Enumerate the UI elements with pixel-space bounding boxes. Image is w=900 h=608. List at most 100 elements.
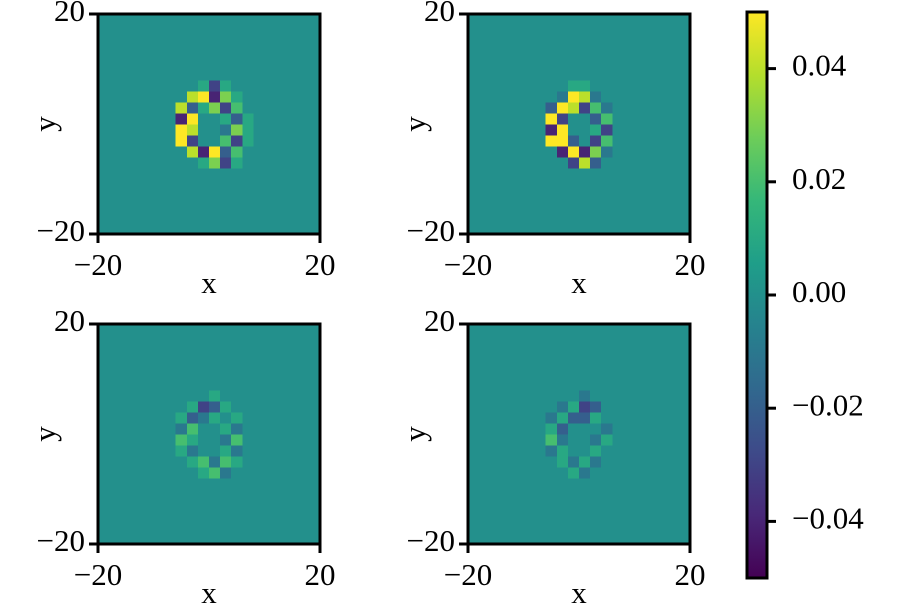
heatmap-cell: [209, 401, 221, 413]
y-axis-label: y: [27, 426, 62, 442]
heatmap-cell: [153, 113, 166, 125]
heatmap-cell: [220, 456, 232, 468]
heatmap-cell: [468, 445, 525, 457]
heatmap-cell: [153, 401, 166, 413]
heatmap-cell: [623, 69, 636, 81]
heatmap-cell: [567, 102, 580, 114]
heatmap-cell: [579, 80, 591, 92]
heatmap-cell: [601, 168, 613, 180]
heatmap-cell: [545, 146, 558, 158]
heatmap-cell: [153, 390, 166, 402]
heatmap-cell: [153, 124, 166, 136]
heatmap-cell: [556, 179, 569, 235]
heatmap-cell: [186, 489, 199, 545]
heatmap-cell: [601, 423, 613, 435]
heatmap-cell: [253, 467, 266, 479]
heatmap-cell: [556, 14, 569, 70]
heatmap-cell: [242, 478, 254, 490]
heatmap-cell: [612, 157, 624, 169]
heatmap-cell: [468, 14, 525, 70]
heatmap-cell: [590, 423, 602, 435]
heatmap-cell: [209, 124, 221, 136]
heatmap-cell: [197, 489, 210, 545]
heatmap-cell: [209, 179, 221, 235]
heatmap-cell: [567, 146, 580, 158]
heatmap-cell: [186, 445, 199, 457]
heatmap-cell: [197, 324, 210, 380]
heatmap-cell: [634, 423, 691, 435]
heatmap-cell: [601, 80, 613, 92]
heatmap-cell: [186, 379, 199, 391]
heatmap-cell: [612, 478, 624, 490]
heatmap-cell: [197, 456, 210, 468]
heatmap-cell: [590, 179, 602, 235]
heatmap-cell: [175, 324, 188, 380]
heatmap-cell: [590, 80, 602, 92]
heatmap-cell: [242, 401, 254, 413]
heatmap-cell: [164, 379, 177, 391]
heatmap-cell: [534, 113, 547, 125]
heatmap-cell: [567, 434, 580, 446]
heatmap-cell: [164, 324, 177, 380]
heatmap-cell: [98, 423, 155, 435]
heatmap-cell: [534, 168, 547, 180]
heatmap-cell: [468, 91, 525, 103]
heatmap-cell: [523, 445, 536, 457]
heatmap-cell: [590, 456, 602, 468]
heatmap-cell: [545, 179, 558, 235]
heatmap-cell: [98, 69, 155, 81]
heatmap-cell: [523, 379, 536, 391]
heatmap-cell: [175, 91, 188, 103]
heatmap-cell: [468, 379, 525, 391]
y-tick-label: −20: [37, 523, 85, 558]
heatmap-cell: [153, 179, 166, 235]
heatmap-cell: [545, 467, 558, 479]
heatmap-cell: [468, 113, 525, 125]
y-tick-label: −20: [407, 523, 455, 558]
heatmap-cell: [153, 478, 166, 490]
heatmap-cell: [634, 401, 691, 413]
heatmap-cell: [623, 14, 636, 70]
heatmap-cell: [579, 324, 591, 380]
heatmap-cell: [634, 324, 691, 380]
x-tick-label: 20: [305, 247, 336, 282]
heatmap-cell: [468, 478, 525, 490]
heatmap-cell: [545, 135, 558, 147]
heatmap-cell: [590, 146, 602, 158]
heatmap-cell: [98, 489, 155, 545]
heatmap-cell: [153, 69, 166, 81]
heatmap-cell: [264, 324, 321, 380]
heatmap-cell: [545, 379, 558, 391]
heatmap-cell: [545, 14, 558, 70]
heatmap-cell: [197, 124, 210, 136]
heatmap-cell: [253, 489, 266, 545]
heatmap-cell: [545, 80, 558, 92]
heatmap-cell: [253, 80, 266, 92]
heatmap-cell: [98, 390, 155, 402]
heatmap-cell: [545, 434, 558, 446]
heatmap-cell: [264, 179, 321, 235]
heatmap-cell: [197, 179, 210, 235]
heatmap-cell: [567, 179, 580, 235]
colorbar-tick-label: 0.04: [792, 48, 847, 83]
heatmap-cell: [468, 456, 525, 468]
heatmap-cell: [579, 179, 591, 235]
heatmap-cell: [545, 412, 558, 424]
heatmap-cell: [197, 14, 210, 70]
heatmap-cell: [175, 445, 188, 457]
heatmap-cell: [523, 113, 536, 125]
heatmap-cell: [98, 113, 155, 125]
heatmap-cell: [634, 146, 691, 158]
heatmap-cell: [623, 324, 636, 380]
heatmap-cell: [164, 489, 177, 545]
heatmap-cell: [612, 80, 624, 92]
heatmap-cell: [634, 135, 691, 147]
heatmap-cell: [209, 434, 221, 446]
heatmap-cell: [612, 91, 624, 103]
heatmap-cell: [242, 124, 254, 136]
heatmap-cell: [612, 14, 624, 70]
heatmap-cell: [545, 489, 558, 545]
heatmap-cell: [567, 135, 580, 147]
heatmap-cell: [634, 489, 691, 545]
